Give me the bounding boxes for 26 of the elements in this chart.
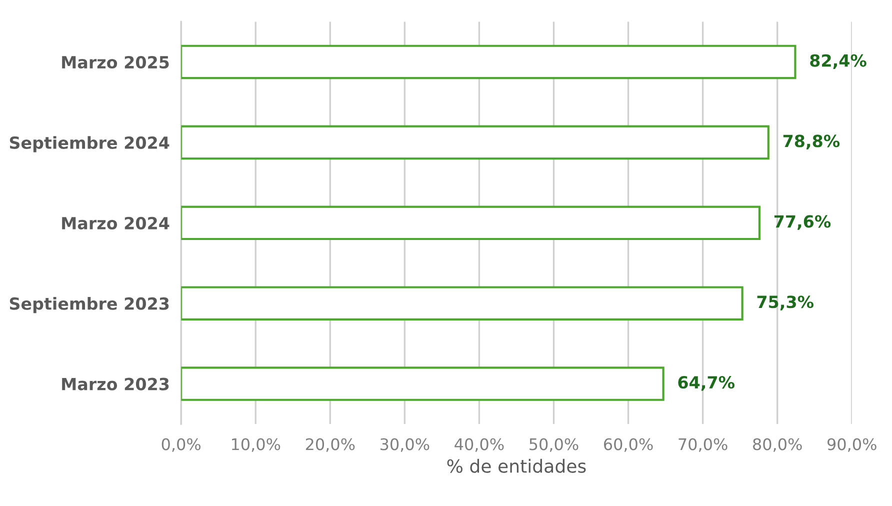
data-label: 82,4% bbox=[810, 54, 866, 69]
bar bbox=[181, 366, 664, 401]
data-label: 64,7% bbox=[678, 376, 734, 391]
x-tick-label: 50,0% bbox=[530, 438, 578, 452]
y-tick-label: Septiembre 2023 bbox=[10, 297, 169, 314]
data-label: 77,6% bbox=[774, 215, 831, 230]
x-tick-label: 90,0% bbox=[827, 438, 876, 452]
x-tick-label: 0,0% bbox=[162, 438, 200, 452]
x-tick-label: 40,0% bbox=[454, 438, 504, 452]
y-tick-label: Marzo 2023 bbox=[62, 378, 169, 390]
x-tick-label: 80,0% bbox=[753, 438, 802, 452]
data-label: 78,8% bbox=[783, 134, 840, 150]
x-tick-label: 30,0% bbox=[380, 438, 430, 452]
x-tick-label: 10,0% bbox=[232, 438, 280, 452]
bar bbox=[181, 286, 744, 320]
x-tick-label: 60,0% bbox=[604, 438, 653, 452]
y-tick-label: Septiembre 2024 bbox=[10, 136, 170, 152]
bar bbox=[181, 206, 760, 240]
bar bbox=[181, 125, 770, 160]
y-tick-label: Marzo 2025 bbox=[62, 56, 169, 69]
x-axis-title: % de entidades bbox=[447, 458, 586, 473]
y-tick-label: Marzo 2024 bbox=[62, 216, 170, 230]
bar bbox=[181, 44, 796, 80]
x-tick-label: 20,0% bbox=[306, 438, 355, 452]
data-label: 75,3% bbox=[757, 296, 814, 310]
x-tick-label: 70,0% bbox=[678, 438, 728, 452]
